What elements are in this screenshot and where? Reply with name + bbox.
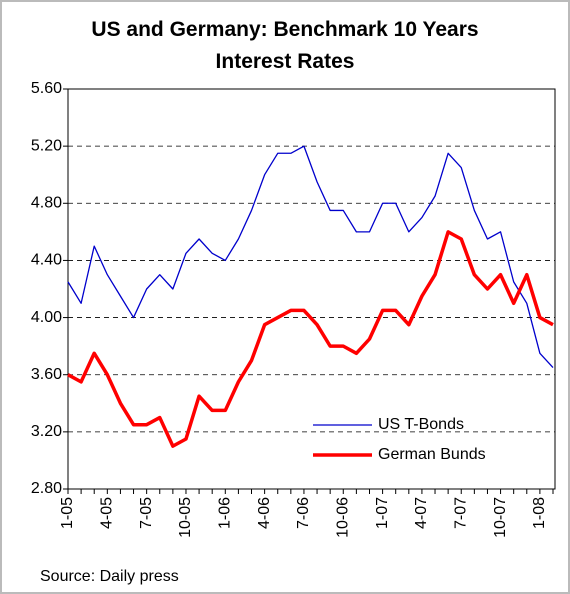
y-tick-label: 3.60 <box>31 366 62 383</box>
y-tick-label: 4.00 <box>31 309 62 326</box>
x-tick-label: 7-07 <box>452 497 469 529</box>
x-tick-label: 10-07 <box>492 497 509 538</box>
chart-title: US and Germany: Benchmark 10 Years Inter… <box>91 18 479 73</box>
x-tick-label: 10-06 <box>334 497 351 538</box>
series-line <box>67 230 554 448</box>
y-tick-label: 5.60 <box>31 80 62 97</box>
y-tick-label: 4.40 <box>31 252 62 269</box>
legend-label: US T-Bonds <box>378 416 464 433</box>
x-tick-label: 1-05 <box>59 497 76 529</box>
series-line <box>67 145 554 369</box>
y-tick-label: 4.80 <box>31 195 62 212</box>
legend-label: German Bunds <box>378 446 486 463</box>
x-tick-label: 10-05 <box>177 497 194 538</box>
x-tick-label: 1-06 <box>217 497 234 529</box>
y-tick-label: 3.20 <box>31 423 62 440</box>
y-tick-label: 5.20 <box>31 137 62 154</box>
x-tick-label: 1-08 <box>531 497 548 529</box>
x-tick-label: 4-06 <box>256 497 273 529</box>
plot-area <box>67 88 556 490</box>
y-tick-label: 2.80 <box>31 480 62 497</box>
x-tick-label: 7-05 <box>138 497 155 529</box>
x-tick-label: 1-07 <box>374 497 391 529</box>
x-tick-label: 4-07 <box>413 497 430 529</box>
x-tick-label: 7-06 <box>295 497 312 529</box>
x-tick-label: 4-05 <box>99 497 116 529</box>
source: Source: Daily press <box>40 568 179 585</box>
